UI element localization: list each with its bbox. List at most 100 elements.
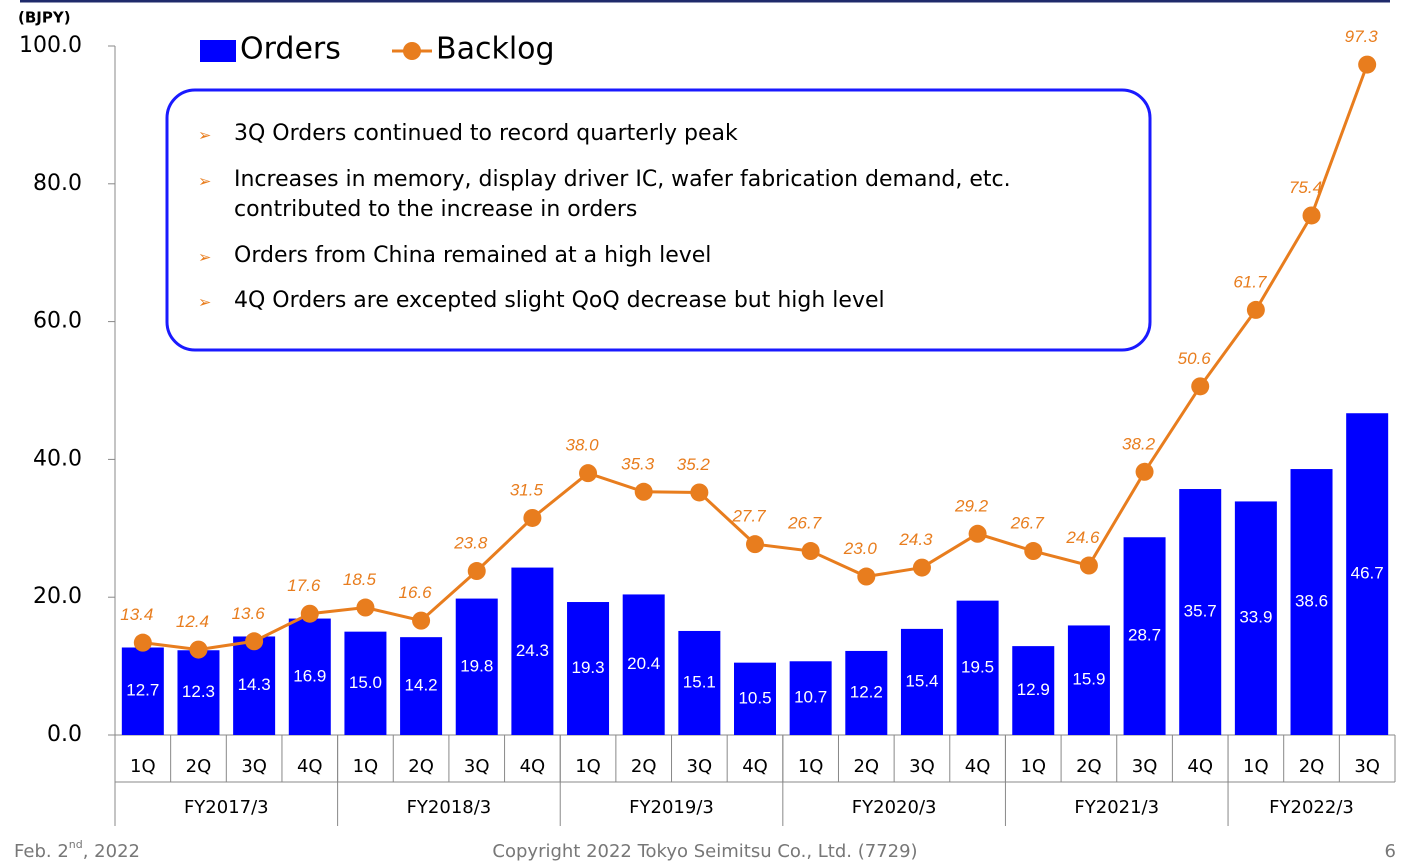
data-label: 12.7 xyxy=(126,681,159,700)
data-label: 19.5 xyxy=(961,657,994,676)
annotation-text: contributed to the increase in orders xyxy=(234,197,637,222)
data-label: 12.4 xyxy=(176,612,209,631)
y-tick-label: 20.0 xyxy=(33,584,82,609)
marker xyxy=(1246,300,1265,319)
marker xyxy=(690,483,709,502)
marker xyxy=(1302,206,1321,225)
data-label: 14.3 xyxy=(238,675,271,694)
x-tick-label: 4Q xyxy=(965,756,991,777)
data-label: 13.6 xyxy=(232,604,266,623)
legend-marker xyxy=(403,42,421,60)
bar xyxy=(1067,625,1110,735)
x-tick-label: 1Q xyxy=(1243,756,1269,777)
bar xyxy=(344,631,387,735)
date-part: , 2022 xyxy=(83,841,140,862)
marker xyxy=(189,640,208,659)
data-label: 35.2 xyxy=(677,455,711,474)
data-label: 26.7 xyxy=(787,514,822,533)
x-tick-label: 1Q xyxy=(130,756,156,777)
x-tick-label: 2Q xyxy=(408,756,434,777)
marker xyxy=(1191,377,1210,396)
data-label: 24.3 xyxy=(516,641,549,660)
x-tick-label: 2Q xyxy=(1299,756,1325,777)
data-label: 28.7 xyxy=(1128,626,1161,645)
bar xyxy=(567,602,610,735)
data-label: 18.5 xyxy=(343,570,377,589)
bar xyxy=(400,637,443,735)
data-label: 13.4 xyxy=(120,605,153,624)
legend-label: Orders xyxy=(240,32,341,67)
x-tick-label: 4Q xyxy=(520,756,546,777)
x-tick-label: 3Q xyxy=(1354,756,1380,777)
group-label: FY2018/3 xyxy=(407,797,492,818)
data-label: 38.6 xyxy=(1295,592,1328,611)
data-label: 19.3 xyxy=(571,658,604,677)
data-label: 97.3 xyxy=(1345,27,1379,46)
group-label: FY2019/3 xyxy=(629,797,714,818)
x-tick-label: 4Q xyxy=(1187,756,1213,777)
marker xyxy=(579,464,598,483)
data-label: 75.4 xyxy=(1289,178,1322,197)
marker xyxy=(746,535,764,554)
data-label: 17.6 xyxy=(287,576,321,595)
data-label: 16.9 xyxy=(293,666,326,685)
bar xyxy=(956,600,999,735)
bar xyxy=(678,630,721,735)
data-label: 10.5 xyxy=(738,688,771,707)
x-tick-label: 1Q xyxy=(575,756,601,777)
y-tick-label: 40.0 xyxy=(33,446,82,471)
bullet: ➢ xyxy=(198,126,211,145)
annotation-text: Increases in memory, display driver IC, … xyxy=(234,167,1011,192)
bar xyxy=(1234,501,1277,735)
data-label: 15.0 xyxy=(349,673,382,692)
x-tick-label: 1Q xyxy=(353,756,379,777)
data-label: 33.9 xyxy=(1239,608,1272,627)
data-label: 12.9 xyxy=(1017,680,1050,699)
data-label: 26.7 xyxy=(1010,514,1045,533)
x-tick-label: 3Q xyxy=(464,756,490,777)
page-number: 6 xyxy=(1385,841,1396,862)
data-label: 14.2 xyxy=(405,676,438,695)
marker xyxy=(300,604,319,623)
x-tick-label: 1Q xyxy=(798,756,824,777)
bar xyxy=(789,661,832,735)
bar xyxy=(1290,469,1333,735)
marker xyxy=(523,508,542,527)
data-label: 24.3 xyxy=(898,530,933,549)
x-tick-label: 3Q xyxy=(241,756,267,777)
data-label: 50.6 xyxy=(1178,349,1212,368)
marker xyxy=(1024,542,1043,561)
data-label: 31.5 xyxy=(510,480,544,499)
date-part: Feb. 2 xyxy=(14,841,69,862)
group-label: FY2020/3 xyxy=(852,797,937,818)
data-label: 23.8 xyxy=(453,534,488,553)
data-label: 46.7 xyxy=(1351,564,1384,583)
legend-swatch xyxy=(200,40,236,62)
legend-label: Backlog xyxy=(436,32,555,67)
marker xyxy=(133,633,152,652)
annotation-text: 3Q Orders continued to record quarterly … xyxy=(234,121,738,146)
x-tick-label: 3Q xyxy=(687,756,713,777)
bar xyxy=(1012,646,1055,735)
marker xyxy=(356,598,375,617)
data-label: 24.6 xyxy=(1065,528,1100,547)
y-tick-label: 0.0 xyxy=(47,722,82,747)
data-label: 19.8 xyxy=(460,656,493,675)
x-tick-label: 1Q xyxy=(1020,756,1046,777)
data-label: 23.0 xyxy=(843,539,878,558)
date-sup: nd xyxy=(69,838,83,851)
marker xyxy=(412,611,431,630)
x-tick-label: 3Q xyxy=(1132,756,1158,777)
data-label: 27.7 xyxy=(731,507,766,526)
annotation-text: 4Q Orders are excepted slight QoQ decrea… xyxy=(234,288,885,313)
marker xyxy=(634,482,653,501)
data-label: 12.2 xyxy=(850,682,883,701)
data-label: 15.4 xyxy=(905,671,938,690)
group-label: FY2021/3 xyxy=(1074,797,1159,818)
bullet: ➢ xyxy=(198,248,211,267)
x-tick-label: 4Q xyxy=(742,756,768,777)
bullet: ➢ xyxy=(198,172,211,191)
data-label: 20.4 xyxy=(627,654,660,673)
bullet: ➢ xyxy=(198,293,211,312)
